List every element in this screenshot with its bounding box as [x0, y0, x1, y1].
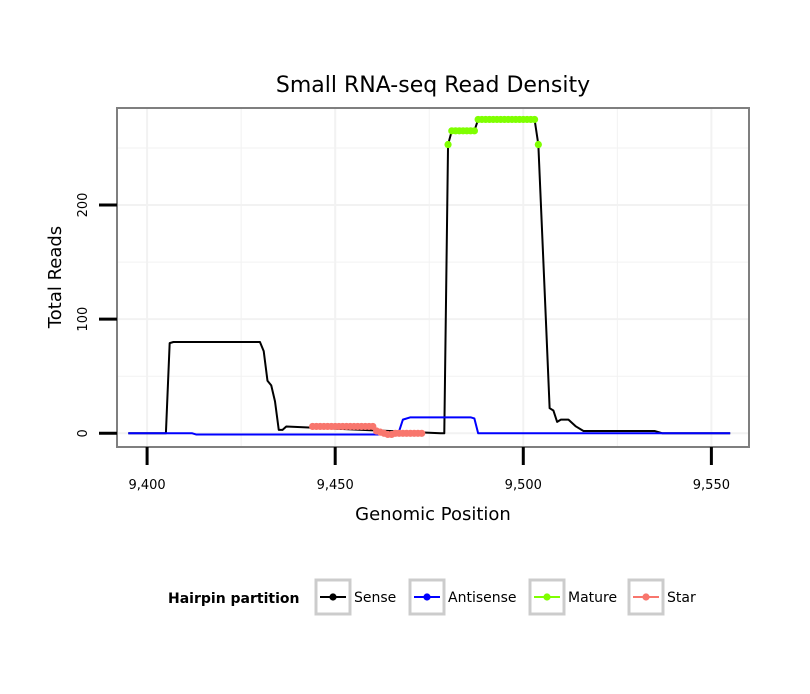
series-line-antisense: [128, 416, 731, 436]
plot-border: [116, 107, 750, 448]
x-axis-title: Genomic Position: [355, 504, 511, 525]
data-layer: [128, 115, 731, 439]
data-point-mature: [530, 115, 539, 124]
grid-layer: [117, 108, 749, 447]
legend-marker-mature: [543, 593, 551, 601]
axis-layer: 9,400 9,450 9,500 9,550 0 100 200: [76, 193, 730, 493]
y-tick-label: 0: [76, 429, 91, 437]
legend-label-mature: Mature: [568, 590, 617, 606]
legend-marker-antisense: [423, 593, 431, 601]
x-tick-label: 9,500: [505, 478, 542, 493]
legend-marker-star: [642, 593, 650, 601]
legend-title: Hairpin partition: [168, 591, 299, 607]
data-point-mature: [534, 140, 542, 149]
x-tick-label: 9,550: [693, 478, 730, 493]
legend-label-star: Star: [667, 590, 696, 606]
legend: Hairpin partition Sense Antisense Mature St…: [168, 578, 696, 616]
data-point-mature: [470, 127, 478, 135]
x-tick-label: 9,450: [317, 478, 354, 493]
legend-marker-sense: [329, 593, 337, 601]
x-tick-label: 9,400: [128, 478, 165, 493]
plot-panel: [117, 108, 749, 447]
y-tick-label: 100: [76, 307, 91, 332]
data-point-star: [418, 429, 426, 437]
legend-label-sense: Sense: [354, 590, 396, 606]
y-axis-title: Total Reads: [45, 226, 66, 329]
legend-label-antisense: Antisense: [448, 590, 517, 606]
y-tick-label: 200: [76, 193, 91, 218]
data-point-mature: [444, 140, 452, 149]
chart-title: Small RNA-seq Read Density: [276, 73, 590, 98]
